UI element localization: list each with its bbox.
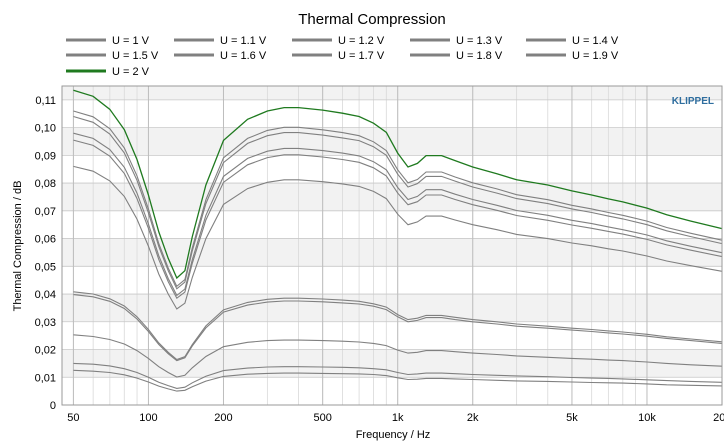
y-axis-ticks: 0 0,01 0,02 0,03 0,04 0,05 0,06 0,07 0,08 0,09 0,1…: [35, 95, 56, 412]
y-tick-label: 0,04: [35, 289, 56, 301]
y-tick-label: 0,03: [35, 317, 56, 329]
series-line: [73, 132, 723, 297]
minor-grid: [62, 86, 723, 405]
legend-label: U = 1.2 V: [338, 35, 385, 47]
series-line: [73, 334, 723, 378]
series-line: [73, 110, 723, 288]
x-tick-label: 20k: [713, 412, 724, 424]
x-axis-ticks: 50 100 200 500 1k 2k 5k 10k 20k: [67, 412, 724, 424]
chart-title: Thermal Compression: [298, 11, 446, 28]
x-tick-label: 1k: [392, 412, 404, 424]
x-axis-label: Frequency / Hz: [356, 429, 431, 441]
legend-label: U = 1.5 V: [112, 50, 159, 62]
series-line: [73, 291, 723, 361]
y-tick-label: 0,07: [35, 206, 56, 218]
x-tick-label: 5k: [566, 412, 578, 424]
legend-label: U = 1.8 V: [456, 50, 503, 62]
plot-frame: [61, 85, 723, 406]
legend-label: U = 1.9 V: [572, 50, 619, 62]
major-grid: [62, 86, 723, 406]
y-tick-label: 0,02: [35, 345, 56, 357]
series-line: [73, 362, 723, 389]
x-tick-label: 500: [313, 412, 331, 424]
legend-label: U = 1.3 V: [456, 35, 503, 47]
y-tick-label: 0,10: [35, 123, 56, 135]
y-tick-label: 0,09: [35, 150, 56, 162]
series-line: [73, 115, 723, 290]
y-tick-label: 0: [50, 400, 56, 412]
y-axis-label: Thermal Compression / dB: [12, 181, 24, 312]
series-line: [73, 294, 723, 362]
legend-label: U = 1.4 V: [572, 35, 619, 47]
y-tick-label: 0,01: [35, 372, 56, 384]
plot-background: [62, 86, 722, 405]
series-line: [73, 89, 723, 280]
plot-area: [61, 85, 723, 406]
y-tick-label: 0,06: [35, 234, 56, 246]
legend: U = 1 V U = 1.1 V U = 1.2 V U = 1.3 V U = 1.…: [66, 35, 619, 78]
grid-band: [62, 210, 722, 239]
legend-label: U = 1.1 V: [220, 35, 267, 47]
legend-label: U = 1.6 V: [220, 50, 267, 62]
x-tick-label: 200: [214, 412, 232, 424]
y-tick-label: 0,08: [35, 178, 56, 190]
grid-band: [62, 321, 722, 350]
legend-label: U = 2 V: [112, 66, 150, 78]
series-line: [73, 369, 723, 392]
grid-band: [62, 377, 722, 405]
x-tick-label: 50: [67, 412, 79, 424]
grid-band: [62, 99, 722, 128]
series-lines: [73, 89, 723, 392]
y-tick-label: 0,11: [35, 95, 56, 107]
series-line: [73, 139, 723, 300]
x-tick-label: 100: [139, 412, 157, 424]
x-tick-label: 10k: [638, 412, 656, 424]
series-line: [73, 165, 723, 310]
x-tick-label: 2k: [467, 412, 479, 424]
legend-label: U = 1.7 V: [338, 50, 385, 62]
y-tick-label: 0,05: [35, 261, 56, 273]
klippel-watermark: KLIPPEL: [672, 96, 714, 107]
legend-label: U = 1 V: [112, 35, 150, 47]
